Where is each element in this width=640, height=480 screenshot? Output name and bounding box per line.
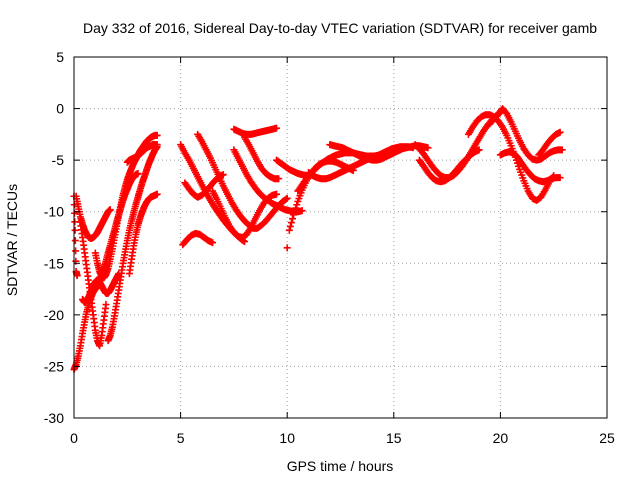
data-point (71, 237, 79, 245)
data-point (556, 128, 564, 136)
data-point (102, 301, 110, 309)
data-point (475, 146, 483, 154)
data-point (273, 190, 281, 198)
x-axis-label: GPS time / hours (287, 458, 394, 474)
axis-ticks: 0 5 10 15 20 25 5 0 -5 -10 -15 -20 -25 -30 (44, 49, 615, 446)
series-arc-05 (79, 270, 123, 306)
data-point (153, 141, 161, 149)
y-tick-label: -30 (44, 410, 64, 426)
data-point (283, 244, 291, 252)
series-arc-08 (125, 190, 161, 278)
x-tick-label: 15 (386, 430, 402, 446)
series-arc-29 (535, 128, 564, 159)
data-point (71, 226, 79, 234)
data-point (290, 211, 298, 219)
x-tick-label: 10 (279, 430, 295, 446)
series-arc-27 (486, 105, 566, 164)
data-point (71, 209, 79, 217)
data-point (287, 219, 295, 227)
data-point (291, 207, 299, 215)
data-point (292, 204, 300, 212)
series-arc-28 (496, 148, 564, 186)
data-point (558, 146, 566, 154)
series-arc-09 (123, 141, 161, 166)
x-tick-label: 25 (599, 430, 615, 446)
data-point (153, 131, 161, 139)
data-point (298, 207, 306, 215)
data-point (289, 215, 297, 223)
series-arc-03 (76, 218, 110, 350)
y-tick-label: 5 (56, 49, 64, 65)
series-arc-22 (326, 141, 432, 164)
series-arc-23 (305, 153, 376, 183)
series-arc-11 (179, 229, 217, 249)
y-tick-label: -10 (44, 204, 64, 220)
data-point (73, 272, 81, 280)
grid-lines (74, 57, 607, 418)
data-point (72, 247, 80, 255)
y-tick-label: -25 (44, 358, 64, 374)
series-arc-17 (241, 133, 283, 183)
data-point (134, 170, 142, 178)
chart-title: Day 332 of 2016, Sidereal Day-to-day VTE… (83, 20, 597, 36)
series-arc-16 (230, 124, 281, 138)
data-point (273, 124, 281, 132)
y-tick-label: 0 (56, 101, 64, 117)
y-axis-label: SDTVAR / TECUs (4, 184, 20, 296)
data-point (293, 201, 301, 209)
series-arc-07 (104, 143, 161, 345)
data-point (368, 153, 376, 161)
data-point (275, 175, 283, 183)
series-arc-02 (72, 192, 114, 243)
data-point (556, 174, 564, 182)
plot-frame (73, 56, 608, 419)
data-point (424, 144, 432, 152)
data-point (209, 239, 217, 247)
data-points (70, 105, 566, 374)
data-point (286, 222, 294, 230)
x-tick-label: 0 (70, 430, 78, 446)
x-tick-label: 20 (493, 430, 509, 446)
y-tick-label: -20 (44, 307, 64, 323)
y-tick-label: -15 (44, 255, 64, 271)
data-point (283, 194, 291, 202)
x-tick-label: 5 (177, 430, 185, 446)
data-point (153, 190, 161, 198)
series-arc-14 (209, 187, 281, 241)
data-point (285, 226, 293, 234)
series-arc-19 (283, 244, 291, 252)
data-point (106, 206, 114, 214)
series-arc-25 (415, 146, 483, 186)
y-tick-label: -5 (52, 152, 65, 168)
